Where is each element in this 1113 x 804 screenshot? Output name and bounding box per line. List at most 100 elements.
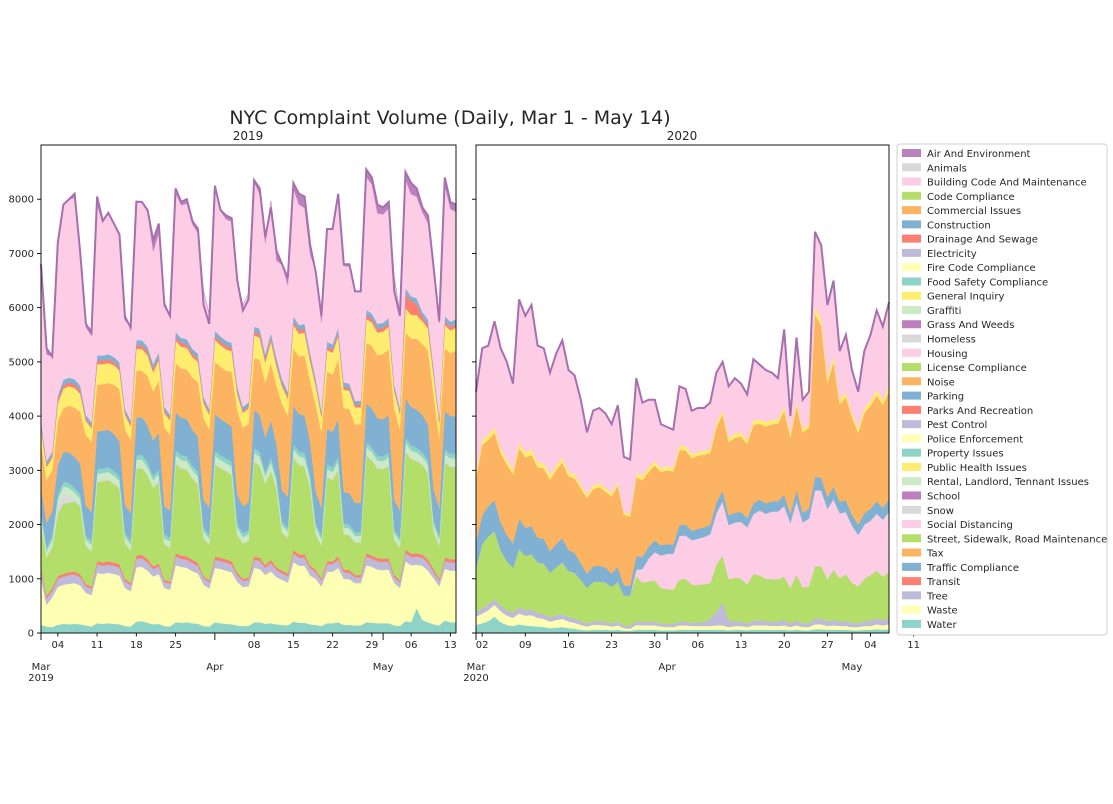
- legend-swatch: [902, 348, 921, 357]
- legend: Air And Environment Animals Building Code …: [896, 143, 1108, 636]
- y-tick-label: 7000: [9, 249, 34, 260]
- x-tick-label: Mar: [32, 662, 52, 673]
- x-tick-label: May: [842, 662, 863, 673]
- legend-swatch: [902, 434, 921, 443]
- x-tick-label: 20: [778, 640, 791, 651]
- legend-swatch: [902, 577, 921, 586]
- legend-swatch: [902, 305, 921, 314]
- x-tick-label: 30: [648, 640, 661, 651]
- legend-label: Public Health Issues: [927, 463, 1027, 474]
- legend-label: Pest Control: [927, 420, 987, 431]
- x-tick-label: 08: [248, 640, 261, 651]
- y-tick-label: 1000: [9, 574, 34, 585]
- legend-label: Street, Sidewalk, Road Maintenance: [927, 534, 1107, 545]
- legend-swatch: [902, 491, 921, 500]
- legend-label: Commercial Issues: [927, 206, 1021, 217]
- legend-swatch: [902, 534, 921, 543]
- legend-swatch: [902, 520, 921, 529]
- y-tick-label: 0: [28, 629, 34, 640]
- legend-label: Police Enforcement: [927, 434, 1023, 445]
- legend-label: Waste: [927, 606, 958, 617]
- x-tick-label: 06: [405, 640, 418, 651]
- total-line-2020: [475, 231, 890, 461]
- legend-label: Parking: [927, 392, 964, 403]
- legend-label: Snow: [927, 506, 954, 517]
- x-tick-label: 27: [821, 640, 834, 651]
- x-tick-label: Apr: [658, 662, 676, 673]
- x-tick-label: May: [373, 662, 394, 673]
- legend-swatch: [902, 505, 921, 514]
- legend-swatch: [902, 291, 921, 300]
- legend-label: Housing: [927, 349, 968, 360]
- x-tick-label: 02: [476, 640, 489, 651]
- y-tick-label: 4000: [9, 412, 34, 423]
- legend-label: License Compliance: [927, 363, 1027, 374]
- legend-swatch: [902, 448, 921, 457]
- legend-swatch: [902, 477, 921, 486]
- legend-swatch: [902, 548, 921, 557]
- panel-2019-subtitle: 2019: [233, 129, 264, 143]
- legend-swatch: [902, 177, 921, 186]
- panel-2019-areas: [40, 166, 457, 634]
- x-tick-label: 11: [907, 640, 920, 651]
- legend-swatch: [902, 619, 921, 628]
- legend-label: Property Issues: [927, 449, 1004, 460]
- legend-swatch: [902, 206, 921, 215]
- legend-swatch: [902, 191, 921, 200]
- legend-label: Noise: [927, 377, 955, 388]
- x-tick-label: 29: [366, 640, 379, 651]
- x-tick-label: 13: [735, 640, 748, 651]
- legend-frame: [896, 143, 1108, 636]
- legend-label: Construction: [927, 220, 991, 231]
- legend-swatch: [902, 234, 921, 243]
- legend-swatch: [902, 605, 921, 614]
- panel-2020-y-axis: [472, 198, 476, 634]
- legend-label: Rental, Landlord, Tennant Issues: [927, 477, 1089, 488]
- legend-swatch: [902, 363, 921, 372]
- legend-swatch: [902, 462, 921, 471]
- legend-label: Parks And Recreation: [927, 406, 1033, 417]
- legend-label: Building Code And Maintenance: [927, 178, 1087, 189]
- legend-swatch: [902, 562, 921, 571]
- x-tick-label: 04: [864, 640, 877, 651]
- y-tick-label: 8000: [9, 195, 34, 206]
- y-tick-label: 2000: [9, 520, 34, 531]
- legend-swatch: [902, 248, 921, 257]
- legend-label: General Inquiry: [927, 292, 1004, 303]
- x-tick-year-label: 2019: [28, 673, 53, 684]
- x-tick-label: 16: [562, 640, 575, 651]
- panel-2020-areas: [475, 231, 890, 634]
- legend-label: Traffic Compliance: [926, 563, 1019, 574]
- legend-swatch: [902, 377, 921, 386]
- x-tick-label: 15: [287, 640, 300, 651]
- legend-label: School: [927, 491, 960, 502]
- legend-swatch: [902, 405, 921, 414]
- legend-label: Tree: [926, 591, 948, 602]
- legend-swatch: [902, 263, 921, 272]
- legend-swatch: [902, 420, 921, 429]
- legend-swatch: [902, 320, 921, 329]
- legend-label: Graffiti: [927, 306, 961, 317]
- panel-2019: 2019 0 1000 2000 3000 4000 5000 6000 7000 8000 M…: [9, 129, 457, 684]
- legend-label: Fire Code Compliance: [927, 263, 1036, 274]
- y-tick-label: 3000: [9, 466, 34, 477]
- x-tick-label: 13: [444, 640, 457, 651]
- legend-swatch: [902, 334, 921, 343]
- legend-label: Code Compliance: [927, 192, 1015, 203]
- panel-2020-frame: [475, 144, 890, 634]
- legend-label: Homeless: [927, 335, 976, 346]
- legend-label: Transit: [926, 577, 960, 588]
- chart-title: NYC Complaint Volume (Daily, Mar 1 - May…: [229, 107, 670, 129]
- x-tick-label: 23: [605, 640, 618, 651]
- legend-swatch: [902, 591, 921, 600]
- x-tick-label: Mar: [467, 662, 487, 673]
- x-tick-label: 06: [692, 640, 705, 651]
- legend-swatch: [902, 391, 921, 400]
- total-line-2019: [40, 166, 457, 360]
- legend-label: Food Safety Compliance: [927, 277, 1048, 288]
- x-tick-label: 18: [130, 640, 143, 651]
